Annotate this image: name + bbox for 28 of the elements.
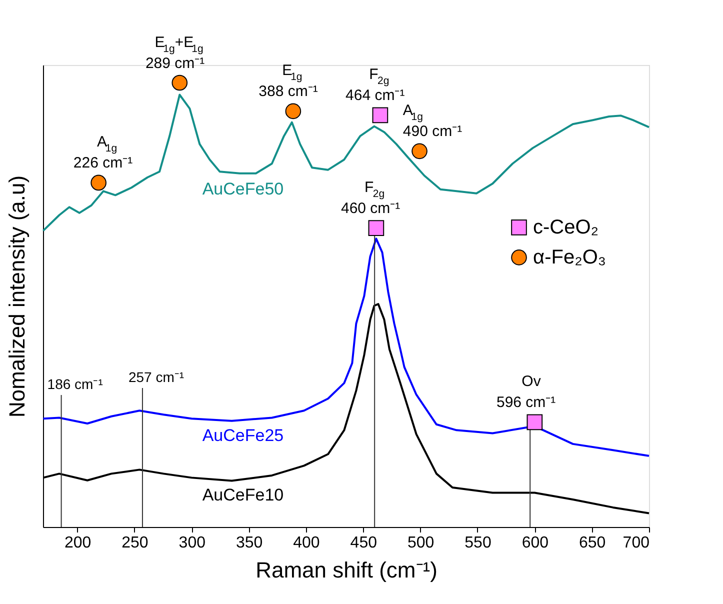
x-tick-label: 500 <box>407 534 434 552</box>
x-tick-label: 600 <box>522 534 549 552</box>
point <box>90 174 106 191</box>
point <box>172 74 188 91</box>
x-tick-label: 300 <box>178 534 206 552</box>
x-tick-label: 550 <box>464 534 492 552</box>
x-axis-title: Raman shift (cm⁻¹) <box>256 558 438 582</box>
x-tick-label: 250 <box>122 534 148 552</box>
point <box>285 103 302 120</box>
legend-label: c-CeO₂ <box>533 216 599 238</box>
series-label: AuCeFe50 <box>202 179 284 198</box>
x-tick-label: 650 <box>578 534 606 552</box>
point <box>372 107 388 124</box>
legend-label: α-Fe₂O₃ <box>533 246 606 268</box>
x-tick-label: 350 <box>236 534 263 552</box>
x-tick-label: 700 <box>622 534 650 552</box>
series-label: AuCeFe25 <box>202 426 284 445</box>
x-tick-label: 200 <box>64 534 92 552</box>
point <box>526 414 543 430</box>
x-tick-label: 400 <box>293 534 320 552</box>
series-label: AuCeFe10 <box>202 485 284 504</box>
point <box>368 220 384 236</box>
ref-line-label: 186 cm⁻¹ <box>47 376 104 392</box>
point <box>412 143 428 160</box>
ref-line-label: 257 cm⁻¹ <box>128 369 184 386</box>
annotation: Ov 596 cm⁻¹ <box>496 373 556 412</box>
x-tick-label: 450 <box>350 534 378 552</box>
y-axis-title: Nomalized intensity (a.u) <box>4 175 30 418</box>
